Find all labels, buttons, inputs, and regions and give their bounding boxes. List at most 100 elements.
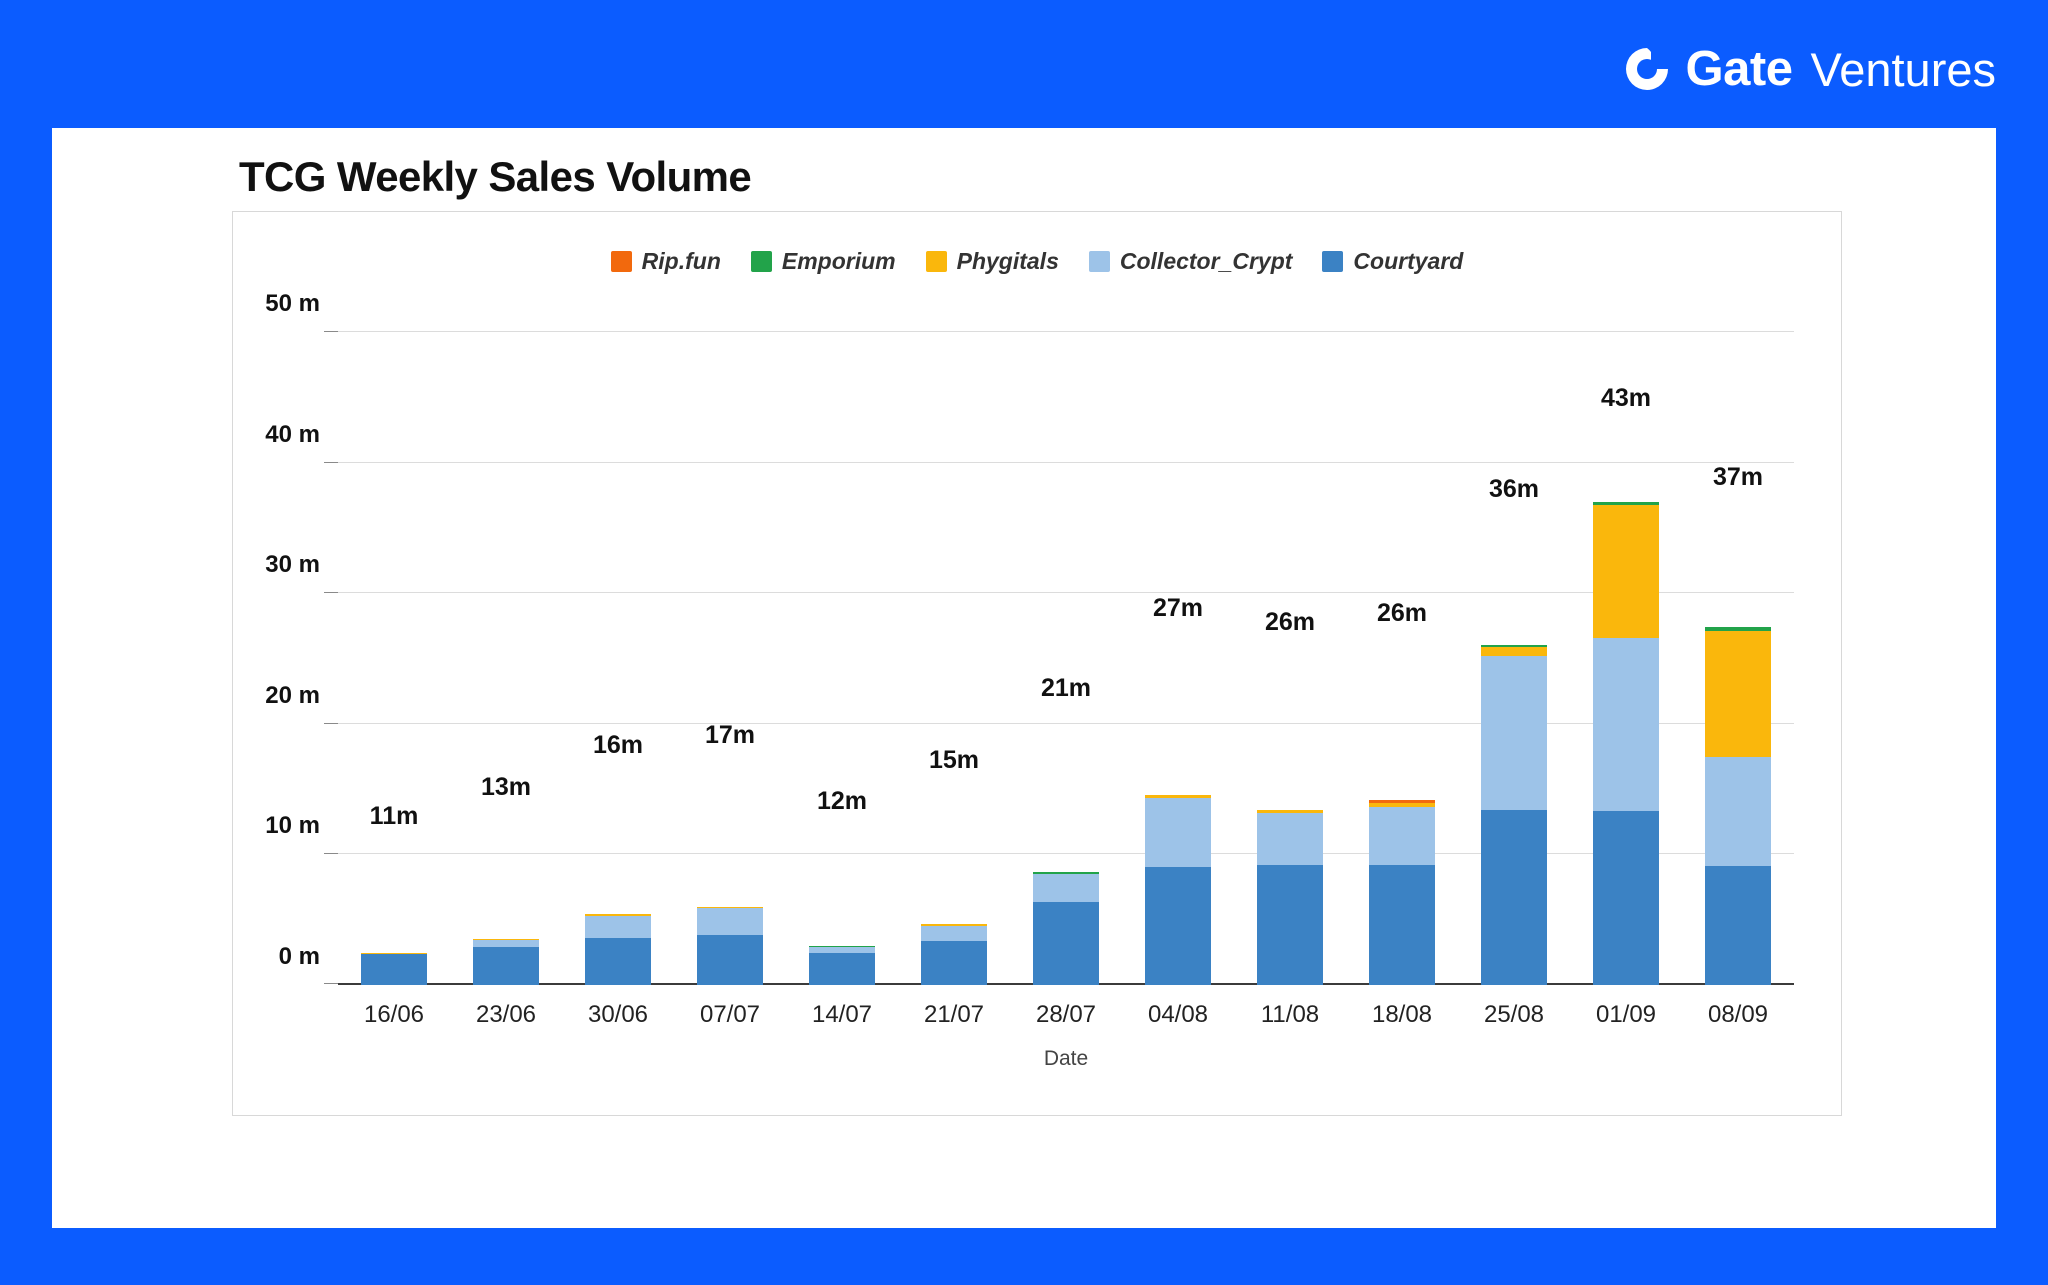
y-axis-tick-label: 50 m <box>265 290 320 317</box>
x-axis-tick-label: 04/08 <box>1147 1001 1209 1028</box>
legend-swatch-icon <box>610 251 632 272</box>
gridline <box>324 331 1794 332</box>
x-axis-tick-label: 18/08 <box>1371 1001 1433 1028</box>
bar-segment-phygitals[interactable] <box>697 907 763 909</box>
bar-segment-emporium[interactable] <box>1481 644 1547 648</box>
stacked-bar[interactable] <box>809 826 875 985</box>
bar-segment-collector-crypt[interactable] <box>585 916 651 938</box>
bar-segment-courtyard[interactable] <box>697 935 763 985</box>
stacked-bar[interactable] <box>1481 514 1547 985</box>
stacked-bar[interactable] <box>1033 713 1099 985</box>
bar-segment-collector-crypt[interactable] <box>1033 874 1099 903</box>
bar-segment-collector-crypt[interactable] <box>1705 756 1771 867</box>
y-tick-dash <box>324 592 338 594</box>
stacked-bar[interactable] <box>1705 502 1771 985</box>
stacked-bar[interactable] <box>361 841 427 985</box>
x-axis-tick-label: 08/09 <box>1707 1001 1769 1028</box>
bar-slot: 17m 07/07 <box>674 332 786 1028</box>
bar-segment-courtyard[interactable] <box>1593 810 1659 985</box>
bar-segment-courtyard[interactable] <box>1369 864 1435 985</box>
bar-segment-phygitals[interactable] <box>585 914 651 917</box>
bar-slot: 11m 16/06 <box>338 332 450 1028</box>
legend-item-phygitals[interactable]: Phygitals <box>925 248 1059 275</box>
bar-segment-courtyard[interactable] <box>361 953 427 985</box>
bar-segment-collector-crypt[interactable] <box>921 925 987 942</box>
bar-segment-emporium[interactable] <box>809 946 875 948</box>
bar-segment-emporium[interactable] <box>1705 627 1771 632</box>
bar-segment-phygitals[interactable] <box>1705 631 1771 757</box>
bar-group: 11m 16/06 13m 23/06 16m 30/06 17m 07/07 12m 14/07… <box>338 332 1794 1028</box>
bar-segment-rip-fun[interactable] <box>1369 800 1435 803</box>
bar-segment-phygitals[interactable] <box>1257 809 1323 814</box>
bar-segment-phygitals[interactable] <box>361 953 427 954</box>
bar-total-label: 11m <box>369 801 419 830</box>
bar-segment-phygitals[interactable] <box>473 939 539 941</box>
legend-swatch-icon <box>750 251 772 272</box>
x-axis-tick-label: 07/07 <box>699 1001 761 1028</box>
bar-segment-phygitals[interactable] <box>1481 647 1547 656</box>
x-axis-tick-label: 01/09 <box>1595 1001 1657 1028</box>
y-tick-dash <box>324 983 338 984</box>
stacked-bar[interactable] <box>1257 647 1323 985</box>
x-axis-tick-label: 25/08 <box>1483 1001 1545 1028</box>
bar-segment-courtyard[interactable] <box>1033 902 1099 985</box>
bar-slot: 26m 11/08 <box>1234 332 1346 1028</box>
legend-swatch-icon <box>925 251 947 272</box>
legend-item-emporium[interactable]: Emporium <box>750 248 896 275</box>
bar-segment-collector-crypt[interactable] <box>1369 807 1435 865</box>
bar-total-label: 12m <box>816 786 868 815</box>
legend-swatch-icon <box>1088 251 1110 272</box>
legend-item-collector-crypt[interactable]: Collector_Crypt <box>1088 248 1292 275</box>
bar-slot: 12m 14/07 <box>786 332 898 1028</box>
bar-segment-phygitals[interactable] <box>1145 795 1211 798</box>
legend-item-rip-fun[interactable]: Rip.fun <box>610 248 721 275</box>
bar-slot: 27m 04/08 <box>1122 332 1234 1028</box>
stacked-bar[interactable] <box>585 770 651 985</box>
bar-segment-courtyard[interactable] <box>1481 809 1547 985</box>
bar-segment-courtyard[interactable] <box>1705 866 1771 985</box>
gridline <box>324 461 1794 463</box>
bar-total-label: 43m <box>1600 384 1652 413</box>
bar-slot: 43m 01/09 <box>1570 332 1682 1028</box>
bar-segment-emporium[interactable] <box>1593 502 1659 506</box>
bar-segment-courtyard[interactable] <box>1257 864 1323 985</box>
y-tick-dash <box>324 331 338 332</box>
bar-segment-collector-crypt[interactable] <box>1257 813 1323 865</box>
y-axis-tick-label: 10 m <box>265 812 320 840</box>
gridline <box>324 592 1794 594</box>
bar-segment-courtyard[interactable] <box>1145 867 1211 985</box>
legend-item-courtyard[interactable]: Courtyard <box>1322 248 1463 275</box>
bar-slot: 26m 18/08 <box>1346 332 1458 1028</box>
stacked-bar[interactable] <box>1593 423 1659 985</box>
stacked-bar[interactable] <box>697 760 763 985</box>
bar-segment-courtyard[interactable] <box>473 946 539 985</box>
bar-segment-phygitals[interactable] <box>1593 505 1659 638</box>
bar-segment-collector-crypt[interactable] <box>697 908 763 936</box>
chart-panel: Rip.fun Emporium Phygitals Collector_Crypt C… <box>232 211 1842 1116</box>
bar-segment-collector-crypt[interactable] <box>809 947 875 953</box>
bar-segment-collector-crypt[interactable] <box>1145 797 1211 868</box>
bar-segment-phygitals[interactable] <box>921 923 987 926</box>
bar-segment-collector-crypt[interactable] <box>473 940 539 947</box>
legend-swatch-icon <box>1322 251 1344 272</box>
y-axis-tick-label: 20 m <box>265 681 320 709</box>
stacked-bar[interactable] <box>921 785 987 985</box>
stacked-bar[interactable] <box>473 812 539 985</box>
bar-segment-collector-crypt[interactable] <box>1481 655 1547 810</box>
bar-segment-courtyard[interactable] <box>809 952 875 985</box>
bar-segment-collector-crypt[interactable] <box>1593 637 1659 811</box>
bar-total-label: 27m <box>1152 594 1204 623</box>
bar-slot: 21m 28/07 <box>1010 332 1122 1028</box>
bar-segment-phygitals[interactable] <box>1369 802 1435 808</box>
chart-card: TCG Weekly Sales Volume Rip.fun Emporium P… <box>52 128 1996 1228</box>
gate-circle-logo-icon <box>1622 44 1672 94</box>
bar-segment-courtyard[interactable] <box>585 937 651 985</box>
y-tick-dash <box>324 722 338 724</box>
stacked-bar[interactable] <box>1369 638 1435 985</box>
y-tick-dash <box>324 853 338 855</box>
stacked-bar[interactable] <box>1145 633 1211 985</box>
brand-name: Gate <box>1685 41 1793 96</box>
bar-segment-courtyard[interactable] <box>921 941 987 985</box>
bar-segment-emporium[interactable] <box>1033 872 1099 875</box>
